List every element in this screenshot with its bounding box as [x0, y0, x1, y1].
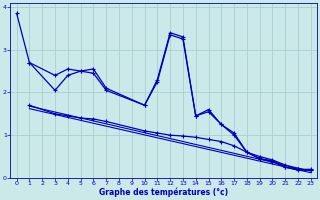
X-axis label: Graphe des températures (°c): Graphe des températures (°c) [99, 188, 228, 197]
